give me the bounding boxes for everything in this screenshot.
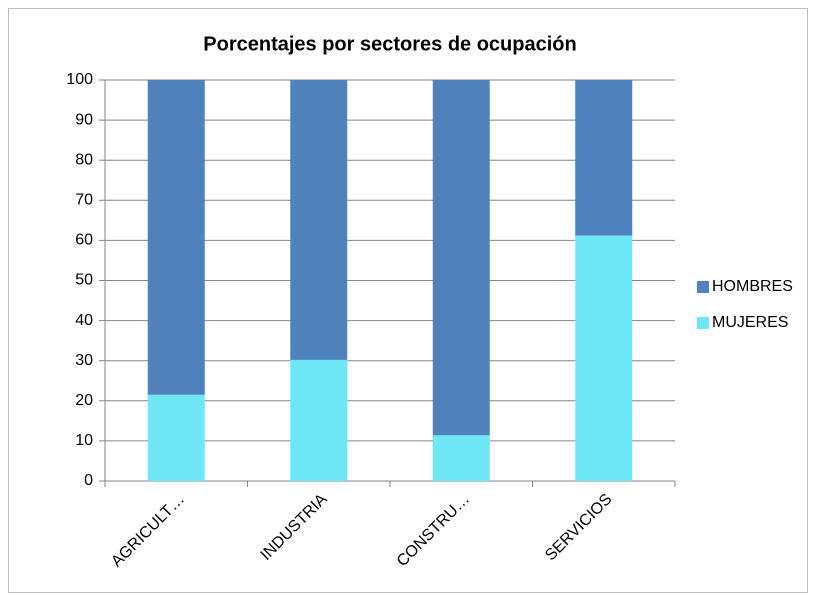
- y-tick-label: 70: [75, 192, 93, 209]
- y-tick-label: 40: [75, 312, 93, 329]
- y-tick-label: 10: [75, 432, 93, 449]
- bar-segment: [575, 80, 633, 236]
- y-tick-label: 50: [75, 272, 93, 289]
- y-tick-label: 0: [84, 472, 93, 489]
- bar-segment: [147, 80, 205, 395]
- legend-swatch: [697, 317, 709, 329]
- y-tick-label: 30: [75, 352, 93, 369]
- bar-segment: [147, 394, 205, 481]
- bar-segment: [575, 235, 633, 481]
- legend-label: MUJERES: [712, 314, 788, 331]
- legend-label: HOMBRES: [712, 278, 793, 295]
- bar-segment: [432, 435, 490, 481]
- y-tick-label: 80: [75, 151, 93, 168]
- y-tick-label: 60: [75, 232, 93, 249]
- bar-segment: [290, 80, 348, 360]
- y-tick-label: 20: [75, 392, 93, 409]
- y-tick-label: 100: [66, 71, 93, 88]
- chart-title: Porcentajes por sectores de ocupación: [203, 33, 576, 55]
- legend-swatch: [697, 281, 709, 293]
- y-tick-label: 90: [75, 111, 93, 128]
- bar-segment: [290, 359, 348, 481]
- chart-frame: [8, 8, 808, 593]
- bar-segment: [432, 80, 490, 436]
